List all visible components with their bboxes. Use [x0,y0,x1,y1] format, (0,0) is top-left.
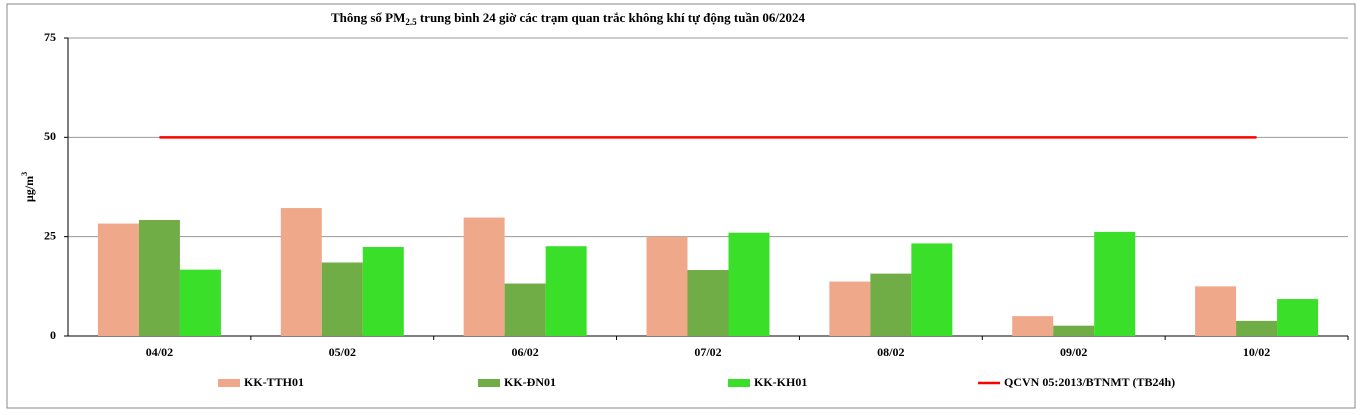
legend-swatch [218,379,240,387]
y-tick-label: 25 [44,228,56,242]
x-tick-label: 04/02 [146,345,173,359]
x-tick-label: 05/02 [329,345,356,359]
bar [463,217,505,336]
y-tick-label: 75 [44,30,56,44]
title-main: Thông số PM [331,10,405,25]
legend-label: QCVN 05:2013/BTNMT (TB24h) [1004,375,1175,389]
legend-label: KK-TTH01 [244,375,304,389]
y-tick-label: 50 [44,129,56,143]
bar [280,208,322,336]
bar [1053,325,1095,336]
bar [1236,320,1278,336]
y-tick-label: 0 [50,328,56,342]
bar [829,281,871,336]
title-rest: trung bình 24 giờ các trạm quan trắc khô… [417,10,806,25]
x-tick-label: 08/02 [877,345,904,359]
legend-swatch [728,379,750,387]
bar [687,270,729,336]
bar [728,232,770,336]
bar [97,223,139,336]
y-axis-label: µg/m3 [20,172,36,202]
bar [138,219,180,336]
legend-label: KK-KH01 [754,375,807,389]
bar [179,269,221,336]
x-tick-label: 06/02 [511,345,538,359]
bar [362,246,404,336]
chart-border [6,3,1356,409]
title-subscript: 2.5 [405,17,417,27]
x-tick-label: 09/02 [1060,345,1087,359]
bar [1277,299,1319,336]
bar [646,236,688,336]
legend-swatch [478,379,500,387]
x-tick-label: 07/02 [694,345,721,359]
bar [870,273,912,336]
ylabel-text: µg/m [22,176,36,202]
bar [1195,286,1237,336]
bar [911,243,953,336]
chart-title: Thông số PM2.5 trung bình 24 giờ các trạ… [331,10,806,27]
bar [321,262,363,336]
bar [1094,231,1136,336]
legend-label: KK-ĐN01 [504,375,556,389]
bar [504,283,546,336]
x-tick-label: 10/02 [1243,345,1270,359]
ylabel-superscript: 3 [20,172,29,176]
bar [1012,316,1054,336]
bar [545,246,587,336]
